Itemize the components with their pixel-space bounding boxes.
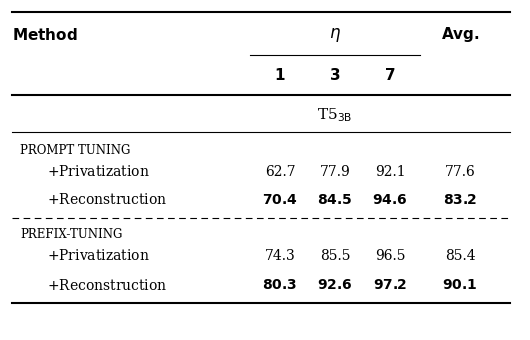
Text: $\mathbf{90.1}$: $\mathbf{90.1}$ [443, 278, 478, 292]
Text: $+$Privatization: $+$Privatization [47, 249, 149, 264]
Text: $\mathbf{83.2}$: $\mathbf{83.2}$ [443, 193, 477, 207]
Text: $\mathbf{Avg.}$: $\mathbf{Avg.}$ [440, 26, 480, 45]
Text: 96.5: 96.5 [375, 249, 405, 263]
Text: $\mathbf{7}$: $\mathbf{7}$ [384, 67, 396, 83]
Text: $\mathbf{92.6}$: $\mathbf{92.6}$ [317, 278, 352, 292]
Text: $+$Reconstruction: $+$Reconstruction [47, 277, 167, 292]
Text: $+$Reconstruction: $+$Reconstruction [47, 192, 167, 207]
Text: 77.9: 77.9 [320, 165, 350, 179]
Text: $+$Privatization: $+$Privatization [47, 165, 149, 180]
Text: PREFIX-TUNING: PREFIX-TUNING [20, 227, 122, 240]
Text: $\mathbf{97.2}$: $\mathbf{97.2}$ [373, 278, 407, 292]
Text: 85.5: 85.5 [320, 249, 350, 263]
Text: $\mathbf{94.6}$: $\mathbf{94.6}$ [372, 193, 408, 207]
Text: $\mathbf{3}$: $\mathbf{3}$ [329, 67, 341, 83]
Text: $\mathbf{80.3}$: $\mathbf{80.3}$ [262, 278, 297, 292]
Text: T5$_{3\mathrm{B}}$: T5$_{3\mathrm{B}}$ [317, 106, 352, 124]
Text: $\mathbf{84.5}$: $\mathbf{84.5}$ [317, 193, 352, 207]
Text: $\mathbf{70.4}$: $\mathbf{70.4}$ [262, 193, 298, 207]
Text: $\mathbf{1}$: $\mathbf{1}$ [274, 67, 286, 83]
Text: 77.6: 77.6 [445, 165, 475, 179]
Text: 85.4: 85.4 [445, 249, 475, 263]
Text: PROMPT TUNING: PROMPT TUNING [20, 143, 130, 156]
Text: 62.7: 62.7 [264, 165, 295, 179]
Text: $\eta$: $\eta$ [329, 26, 341, 44]
Text: 74.3: 74.3 [264, 249, 295, 263]
Text: 92.1: 92.1 [375, 165, 405, 179]
Text: $\mathbf{Method}$: $\mathbf{Method}$ [12, 27, 77, 43]
